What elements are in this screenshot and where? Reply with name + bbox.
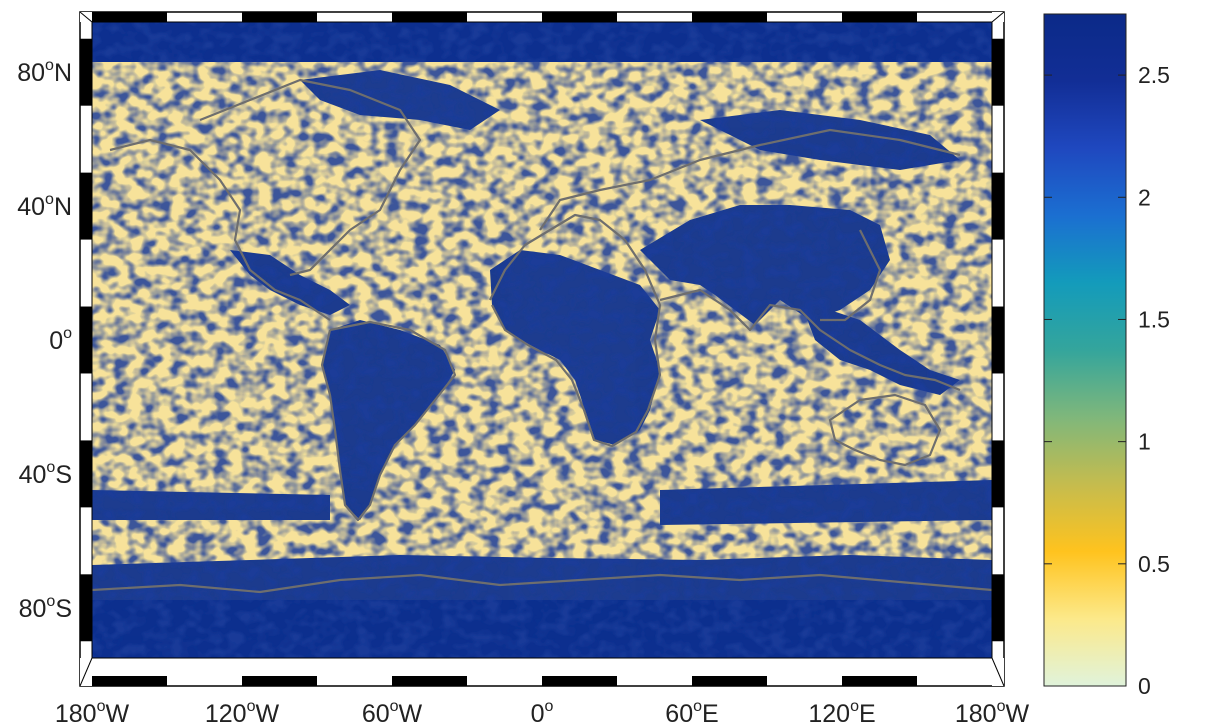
colorbar-ticks: 0 0.5 1 1.5 2 2.5	[1044, 62, 1170, 699]
frame-seg-bottom	[842, 676, 917, 686]
lat-label--40: 40oS	[19, 459, 72, 489]
lon-label-120: 120oE	[808, 698, 875, 728]
frame-seg-top	[842, 12, 917, 22]
lat-label-0: 0o	[49, 325, 72, 355]
frame-seg-left	[80, 172, 92, 240]
frame-seg-bottom	[692, 676, 767, 686]
colorbar-gradient	[1043, 13, 1127, 687]
frame-seg-top	[92, 12, 167, 22]
frame-seg-left	[80, 574, 92, 642]
antarctica-coast	[92, 573, 992, 594]
lon-label-60: 60oE	[665, 698, 718, 728]
coastlines	[92, 78, 992, 594]
latitude-labels: 80oN 40oN 0o 40oS 80oS	[17, 57, 72, 623]
north-america-coast	[109, 78, 422, 321]
map-frame	[79, 11, 1005, 687]
frame-seg-left	[80, 38, 92, 106]
asia-coast	[659, 229, 961, 392]
australia-coast	[828, 393, 942, 467]
frame-seg-top	[542, 12, 617, 22]
colorbar-tick-label: 2.5	[1138, 62, 1170, 88]
lon-label--60: 60oW	[362, 698, 423, 728]
frame-seg-bottom	[92, 676, 167, 686]
frame-seg-right	[992, 440, 1004, 508]
frame-seg-left	[80, 440, 92, 508]
frame-seg-top	[692, 12, 767, 22]
south-america-coast	[320, 320, 457, 522]
lon-label-0: 0o	[531, 698, 554, 728]
frame-seg-left	[80, 306, 92, 374]
lat-label-40: 40oN	[17, 191, 72, 221]
frame-seg-right	[992, 172, 1004, 240]
lon-label--120: 120oW	[205, 698, 280, 728]
colorbar-tick-label: 2	[1138, 184, 1151, 210]
lon-label--180: 180oW	[55, 698, 130, 728]
frame-seg-bottom	[242, 676, 317, 686]
colorbar-tick-label: 1.5	[1138, 306, 1170, 332]
frame-seg-bottom	[392, 676, 467, 686]
frame-seg-right	[992, 574, 1004, 642]
map-field	[92, 22, 992, 658]
frame-seg-top	[392, 12, 467, 22]
lon-label-180: 180oW	[955, 698, 1030, 728]
frame-seg-right	[992, 306, 1004, 374]
longitude-labels: 180oW 120oW 60oW 0o 60oE 120oE 180oW	[55, 698, 1030, 728]
lat-label-80: 80oN	[17, 57, 72, 87]
colorbar-tick-label: 0.5	[1138, 551, 1170, 577]
colorbar-tick-label: 1	[1138, 429, 1151, 455]
frame-seg-right	[992, 38, 1004, 106]
europe-africa-coast	[489, 128, 961, 448]
frame-seg-top	[242, 12, 317, 22]
colorbar-tick-label: 0	[1138, 673, 1151, 699]
frame-seg-bottom	[542, 676, 617, 686]
colorbar: 0 0.5 1 1.5 2 2.5	[1043, 13, 1170, 699]
lat-label--80: 80oS	[19, 593, 72, 623]
